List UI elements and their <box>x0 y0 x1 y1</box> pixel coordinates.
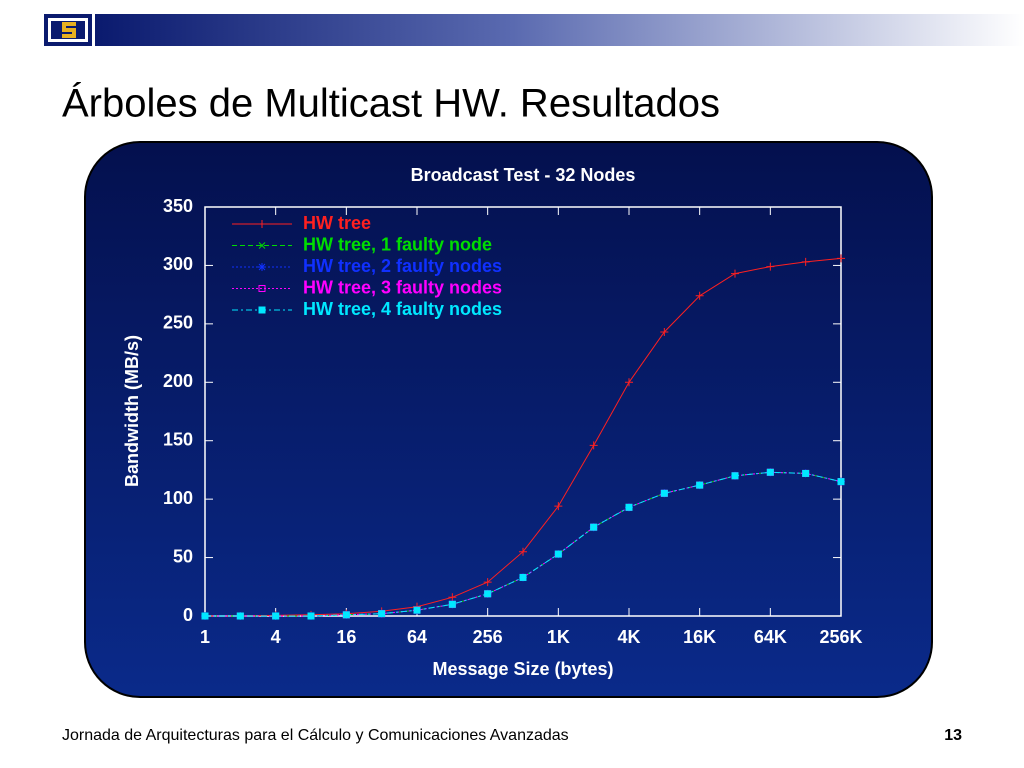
y-tick-label: 300 <box>163 254 193 274</box>
x-tick-label: 16 <box>336 627 356 647</box>
chart-panel <box>84 141 933 698</box>
plot-frame <box>204 206 842 617</box>
x-tick-label: 4K <box>617 627 640 647</box>
page-number: 13 <box>944 727 962 744</box>
legend-marker <box>258 306 266 314</box>
data-point <box>625 378 633 387</box>
data-point <box>625 503 633 511</box>
data-point <box>695 291 704 300</box>
legend-label: HW tree, 4 faulty nodes <box>303 299 502 319</box>
legend-label: HW tree, 2 faulty nodes <box>303 256 502 276</box>
data-point <box>802 469 810 477</box>
data-point <box>272 612 280 620</box>
x-tick-label: 256 <box>473 627 503 647</box>
x-tick-label: 1K <box>547 627 570 647</box>
y-tick-label: 50 <box>173 546 193 566</box>
data-point <box>448 593 457 602</box>
y-axis-label: Bandwidth (MB/s) <box>122 335 142 487</box>
header-bar <box>95 14 1024 46</box>
data-point <box>519 547 527 556</box>
data-point <box>483 578 492 587</box>
legend-label: HW tree, 3 faulty nodes <box>303 277 502 297</box>
x-tick-label: 4 <box>271 627 281 647</box>
data-point <box>766 468 774 476</box>
y-tick-label: 200 <box>163 371 193 391</box>
data-point <box>448 600 456 608</box>
data-point <box>660 489 668 497</box>
legend-marker <box>258 242 266 249</box>
data-point <box>378 610 386 618</box>
legend-label: HW tree <box>303 213 371 233</box>
data-point <box>201 612 209 620</box>
slide-title: Árboles de Multicast HW. Resultados <box>62 81 720 126</box>
data-point <box>307 612 315 620</box>
data-point <box>590 523 598 531</box>
data-point <box>519 573 527 581</box>
data-point <box>660 328 669 337</box>
legend-marker <box>258 220 266 228</box>
data-point <box>589 441 598 450</box>
legend-label: HW tree, 1 faulty node <box>303 234 492 254</box>
x-tick-label: 256K <box>819 627 862 647</box>
footer-text: Jornada de Arquitecturas para el Cálculo… <box>62 727 569 744</box>
data-point <box>731 269 739 278</box>
data-point <box>554 502 563 511</box>
data-point <box>837 254 845 263</box>
y-tick-label: 150 <box>163 429 193 449</box>
data-point <box>696 481 704 489</box>
y-tick-label: 100 <box>163 488 193 508</box>
data-point <box>837 478 845 486</box>
logo <box>44 14 92 46</box>
data-point <box>731 472 739 480</box>
x-tick-label: 64 <box>407 627 427 647</box>
x-tick-label: 1 <box>200 627 210 647</box>
x-tick-label: 16K <box>683 627 716 647</box>
x-tick-label: 64K <box>754 627 787 647</box>
y-tick-label: 350 <box>163 196 193 216</box>
data-point <box>236 612 244 620</box>
data-point <box>554 550 562 558</box>
data-point <box>342 611 350 619</box>
data-point <box>766 262 775 271</box>
x-axis-label: Message Size (bytes) <box>432 659 613 679</box>
y-tick-label: 250 <box>163 313 193 333</box>
legend-marker <box>258 263 266 271</box>
data-point <box>801 257 810 266</box>
legend-marker <box>258 285 266 292</box>
data-point <box>413 606 421 614</box>
y-tick-label: 0 <box>183 605 193 625</box>
data-point <box>484 590 492 598</box>
chart-title: Broadcast Test - 32 Nodes <box>411 165 636 185</box>
